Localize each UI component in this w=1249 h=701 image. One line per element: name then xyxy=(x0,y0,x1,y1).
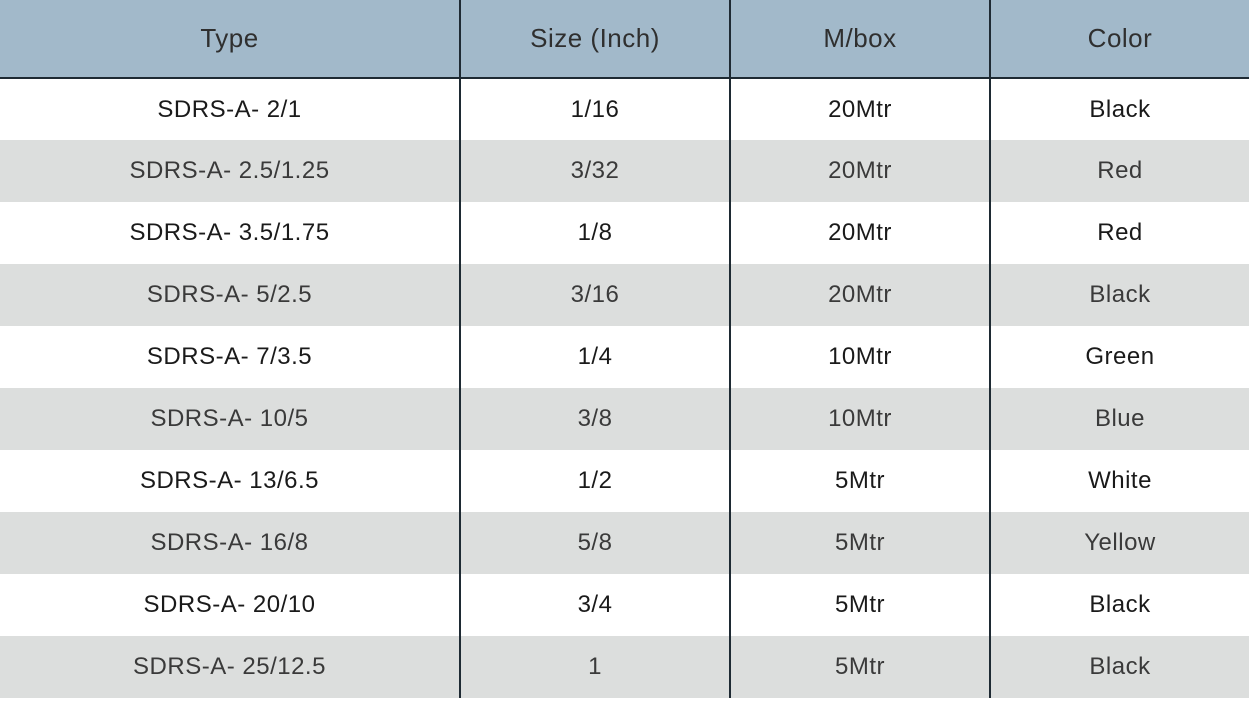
cell-color: Black xyxy=(990,264,1249,326)
table-row: SDRS-A- 13/6.5 1/2 5Mtr White xyxy=(0,450,1249,512)
cell-size: 3/4 xyxy=(460,574,730,636)
cell-mbox: 20Mtr xyxy=(730,140,990,202)
cell-mbox: 20Mtr xyxy=(730,264,990,326)
cell-type: SDRS-A- 2.5/1.25 xyxy=(0,140,460,202)
cell-color: Black xyxy=(990,636,1249,698)
cell-type: SDRS-A- 13/6.5 xyxy=(0,450,460,512)
cell-size: 1 xyxy=(460,636,730,698)
cell-type: SDRS-A- 3.5/1.75 xyxy=(0,202,460,264)
table-row: SDRS-A- 2.5/1.25 3/32 20Mtr Red xyxy=(0,140,1249,202)
cell-size: 1/16 xyxy=(460,78,730,140)
cell-size: 1/8 xyxy=(460,202,730,264)
col-header-mbox: M/box xyxy=(730,0,990,78)
table-body: SDRS-A- 2/1 1/16 20Mtr Black SDRS-A- 2.5… xyxy=(0,78,1249,698)
col-header-size: Size (Inch) xyxy=(460,0,730,78)
cell-mbox: 20Mtr xyxy=(730,78,990,140)
table-row: SDRS-A- 16/8 5/8 5Mtr Yellow xyxy=(0,512,1249,574)
cell-color: Black xyxy=(990,574,1249,636)
cell-color: Black xyxy=(990,78,1249,140)
cell-size: 1/2 xyxy=(460,450,730,512)
cell-size: 3/8 xyxy=(460,388,730,450)
cell-type: SDRS-A- 5/2.5 xyxy=(0,264,460,326)
cell-color: Red xyxy=(990,140,1249,202)
cell-type: SDRS-A- 10/5 xyxy=(0,388,460,450)
table-row: SDRS-A- 5/2.5 3/16 20Mtr Black xyxy=(0,264,1249,326)
cell-color: Yellow xyxy=(990,512,1249,574)
cell-size: 1/4 xyxy=(460,326,730,388)
cell-color: White xyxy=(990,450,1249,512)
table-row: SDRS-A- 2/1 1/16 20Mtr Black xyxy=(0,78,1249,140)
cell-type: SDRS-A- 7/3.5 xyxy=(0,326,460,388)
cell-mbox: 5Mtr xyxy=(730,450,990,512)
cell-size: 5/8 xyxy=(460,512,730,574)
table-header: Type Size (Inch) M/box Color xyxy=(0,0,1249,78)
cell-mbox: 5Mtr xyxy=(730,512,990,574)
table-row: SDRS-A- 20/10 3/4 5Mtr Black xyxy=(0,574,1249,636)
cell-type: SDRS-A- 2/1 xyxy=(0,78,460,140)
cell-color: Green xyxy=(990,326,1249,388)
cell-type: SDRS-A- 16/8 xyxy=(0,512,460,574)
cell-mbox: 10Mtr xyxy=(730,326,990,388)
cell-color: Red xyxy=(990,202,1249,264)
table-row: SDRS-A- 25/12.5 1 5Mtr Black xyxy=(0,636,1249,698)
cell-type: SDRS-A- 20/10 xyxy=(0,574,460,636)
cell-mbox: 20Mtr xyxy=(730,202,990,264)
cell-mbox: 5Mtr xyxy=(730,636,990,698)
cell-type: SDRS-A- 25/12.5 xyxy=(0,636,460,698)
cell-size: 3/32 xyxy=(460,140,730,202)
col-header-color: Color xyxy=(990,0,1249,78)
col-header-type: Type xyxy=(0,0,460,78)
cell-color: Blue xyxy=(990,388,1249,450)
table-row: SDRS-A- 7/3.5 1/4 10Mtr Green xyxy=(0,326,1249,388)
cell-size: 3/16 xyxy=(460,264,730,326)
spec-table: Type Size (Inch) M/box Color SDRS-A- 2/1… xyxy=(0,0,1249,698)
table-row: SDRS-A- 10/5 3/8 10Mtr Blue xyxy=(0,388,1249,450)
table-row: SDRS-A- 3.5/1.75 1/8 20Mtr Red xyxy=(0,202,1249,264)
cell-mbox: 5Mtr xyxy=(730,574,990,636)
cell-mbox: 10Mtr xyxy=(730,388,990,450)
